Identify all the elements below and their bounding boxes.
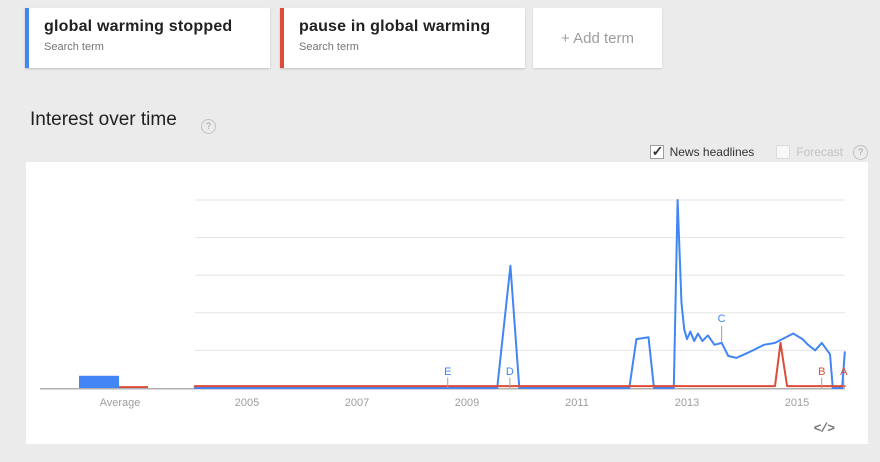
term-sublabel: Search term (299, 41, 359, 53)
x-tick-label: 2005 (235, 397, 259, 409)
x-tick-label: 2009 (455, 397, 479, 409)
x-tick-label: 2013 (675, 397, 699, 409)
checkmark-icon: ✓ (651, 143, 664, 159)
page-title: Interest over time (30, 109, 177, 130)
average-label: Average (100, 397, 141, 409)
embed-icon[interactable]: </> (813, 421, 835, 436)
help-icon[interactable]: ? (201, 119, 216, 134)
add-term-label: + Add term (561, 29, 634, 47)
series-line (193, 199, 846, 389)
term-label: pause in global warming (299, 18, 491, 35)
news-headlines-checkbox[interactable]: ✓ (649, 143, 664, 159)
x-tick-label: 2015 (785, 397, 809, 409)
news-flag-letter: B (818, 366, 825, 378)
help-icon[interactable]: ? (853, 144, 868, 160)
forecast-checkbox[interactable] (776, 145, 791, 159)
average-bar (79, 375, 119, 388)
x-tick-label: 2007 (345, 397, 369, 409)
news-flag-letter: D (506, 366, 514, 378)
x-tick-label: 2011 (565, 397, 589, 409)
term-card-pause-in-global-warming[interactable]: pause in global warming Search term (280, 8, 525, 68)
forecast-label: Forecast (796, 145, 843, 159)
chart-controls: ✓ News headlines Forecast ? (649, 143, 868, 160)
series-line (193, 341, 846, 388)
news-flag-letter: C (718, 313, 726, 325)
news-flag-letter: E (444, 366, 451, 378)
term-label: global warming stopped (44, 18, 233, 35)
term-sublabel: Search term (44, 41, 104, 53)
chart-panel: A B C D E 2005 2007 2009 2011 2013 2015 Average </> (26, 162, 868, 444)
average-bar (119, 386, 148, 388)
news-headlines-label: News headlines (669, 145, 755, 159)
add-term-button[interactable]: + Add term (533, 8, 662, 68)
interest-over-time-chart[interactable]: A B C D E 2005 2007 2009 2011 2013 2015 Average (26, 162, 868, 444)
news-flag-letter: A (840, 366, 848, 378)
gridlines (195, 199, 845, 351)
term-card-global-warming-stopped[interactable]: global warming stopped Search term (25, 8, 270, 68)
